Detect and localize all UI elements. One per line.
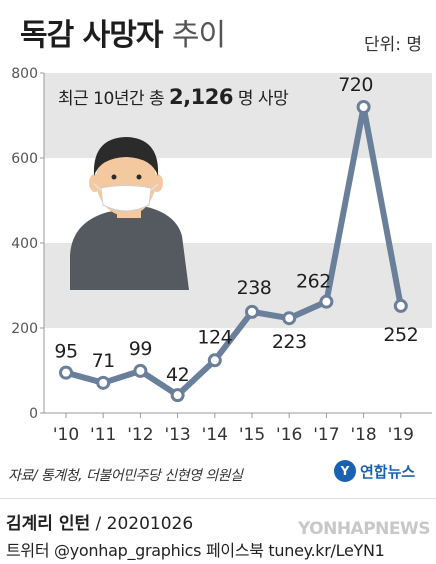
x-axis: '10 '11 '12 '13 '14 '15 '16 '17 '18 '19 [44,412,432,445]
y-tick-label: 200 [11,321,38,337]
data-point [319,294,334,309]
x-tick-label: '16 [276,425,302,445]
x-tick-label: '11 [90,425,116,445]
data-label: 720 [338,74,373,96]
data-label: 223 [272,331,307,353]
y-tick-label: 400 [11,236,38,252]
data-labels: 95 71 99 42 124 238 223 262 720 252 [54,74,418,386]
data-label: 252 [383,324,418,346]
footer: 김계리 인턴 / 20201026 트위터 @yonhap_graphics 페… [0,498,436,564]
x-tick-label: '18 [350,425,376,445]
data-point [96,375,111,390]
unit-label: 단위: 명 [363,35,422,55]
x-tick-label: '12 [127,425,153,445]
brand-name: 연합뉴스 [360,462,416,481]
mask-strap [150,183,159,191]
data-label: 95 [54,341,77,363]
mask [100,185,152,212]
date: / 20201026 [95,514,194,534]
x-tick-label: '14 [202,425,228,445]
y-axis: 0 200 400 600 800 [11,66,45,422]
data-label: 99 [129,338,152,360]
social-links: 트위터 @yonhap_graphics 페이스북 tuney.kr/LeYN1 [6,541,385,560]
page-title: 독감 사망자 추이 [20,10,226,54]
title-light: 추이 [171,18,226,53]
total-annotation: 최근 10년간 총 2,126 명 사망 [58,84,289,109]
total-value: 2,126 [169,85,233,109]
series-line [63,104,404,399]
data-point [393,298,408,313]
data-label: 71 [92,350,115,372]
y-tick-label: 800 [11,66,38,82]
data-point [245,304,259,319]
data-point [282,311,297,326]
yonhap-logo-icon: Y [334,460,356,482]
x-tick-label: '17 [313,425,339,445]
person-mask-illustration [70,137,189,290]
data-point [207,353,222,368]
x-tick-label: '13 [164,425,190,445]
data-label: 262 [296,271,331,293]
x-tick-label: '15 [239,425,265,445]
data-point [356,100,371,114]
data-label: 124 [197,326,232,348]
person-body [70,206,189,290]
data-label: 42 [166,364,189,386]
brand: Y 연합뉴스 [334,460,415,482]
data-point [133,363,148,378]
credit-line: 김계리 인턴 / 20201026 [6,509,193,534]
y-tick-label: 600 [11,151,38,167]
person-eye [136,174,142,180]
watermark: YONHAPNEWS [297,519,431,539]
data-point [59,365,73,380]
total-suffix: 명 사망 [237,89,289,109]
author: 김계리 인턴 [6,514,91,534]
total-prefix: 최근 10년간 총 [58,89,165,109]
person-eye [111,174,117,180]
x-tick-label: '19 [388,425,414,445]
person-hair [93,137,159,176]
y-tick-label: 0 [29,406,38,422]
title-bold: 독감 사망자 [20,18,163,53]
data-label: 238 [237,277,272,299]
mask-strap [93,183,102,191]
data-points [59,100,408,403]
x-tick-label: '10 [53,425,79,445]
source-note: 자료/ 통계청, 더불어민주당 신현영 의원실 [8,468,243,484]
data-point [170,388,185,403]
